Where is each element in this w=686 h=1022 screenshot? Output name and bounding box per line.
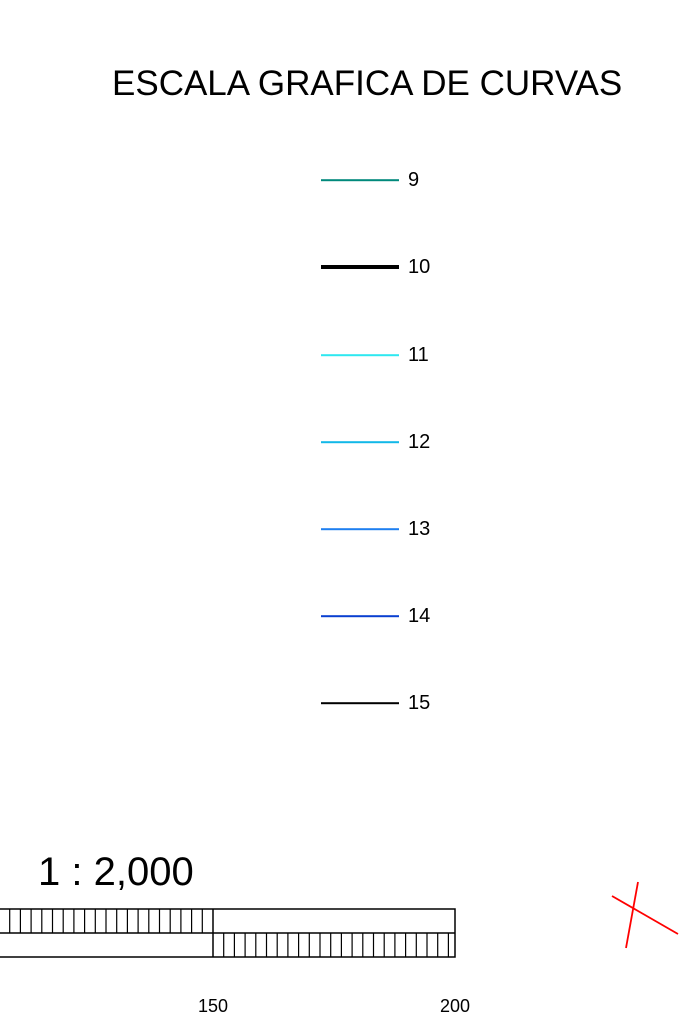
legend-label-3: 11 — [408, 344, 429, 366]
legend-row-1: 9 — [318, 165, 478, 195]
scale-ratio: 1 : 2,000 — [38, 850, 194, 894]
legend-label-4: 12 — [408, 431, 431, 453]
legend-row-6: 14 — [318, 601, 478, 631]
legend-label-6: 14 — [408, 605, 431, 627]
graphic-scale-bar — [0, 908, 456, 958]
scale-tick-label-150: 150 — [197, 996, 229, 1016]
legend-label-2: 10 — [408, 256, 431, 278]
legend-line-5 — [321, 528, 399, 530]
legend-title: ESCALA GRAFICA DE CURVAS — [112, 64, 623, 103]
legend-line-6 — [321, 615, 399, 617]
legend-label-1: 9 — [408, 169, 420, 191]
legend-row-7: 15 — [318, 688, 478, 718]
legend-row-4: 12 — [318, 427, 478, 457]
legend-line-2 — [321, 265, 399, 269]
legend-line-7 — [321, 702, 399, 704]
cross-mark-icon — [611, 881, 679, 949]
legend-label-7: 15 — [408, 692, 431, 714]
legend-label-5: 13 — [408, 518, 431, 540]
legend-row-5: 13 — [318, 514, 478, 544]
legend-row-3: 11 — [318, 340, 478, 370]
legend-line-3 — [321, 354, 399, 356]
legend-row-2: 10 — [318, 252, 478, 282]
legend-line-4 — [321, 441, 399, 443]
scale-tick-label-200: 200 — [439, 996, 471, 1016]
legend-line-1 — [321, 179, 399, 181]
